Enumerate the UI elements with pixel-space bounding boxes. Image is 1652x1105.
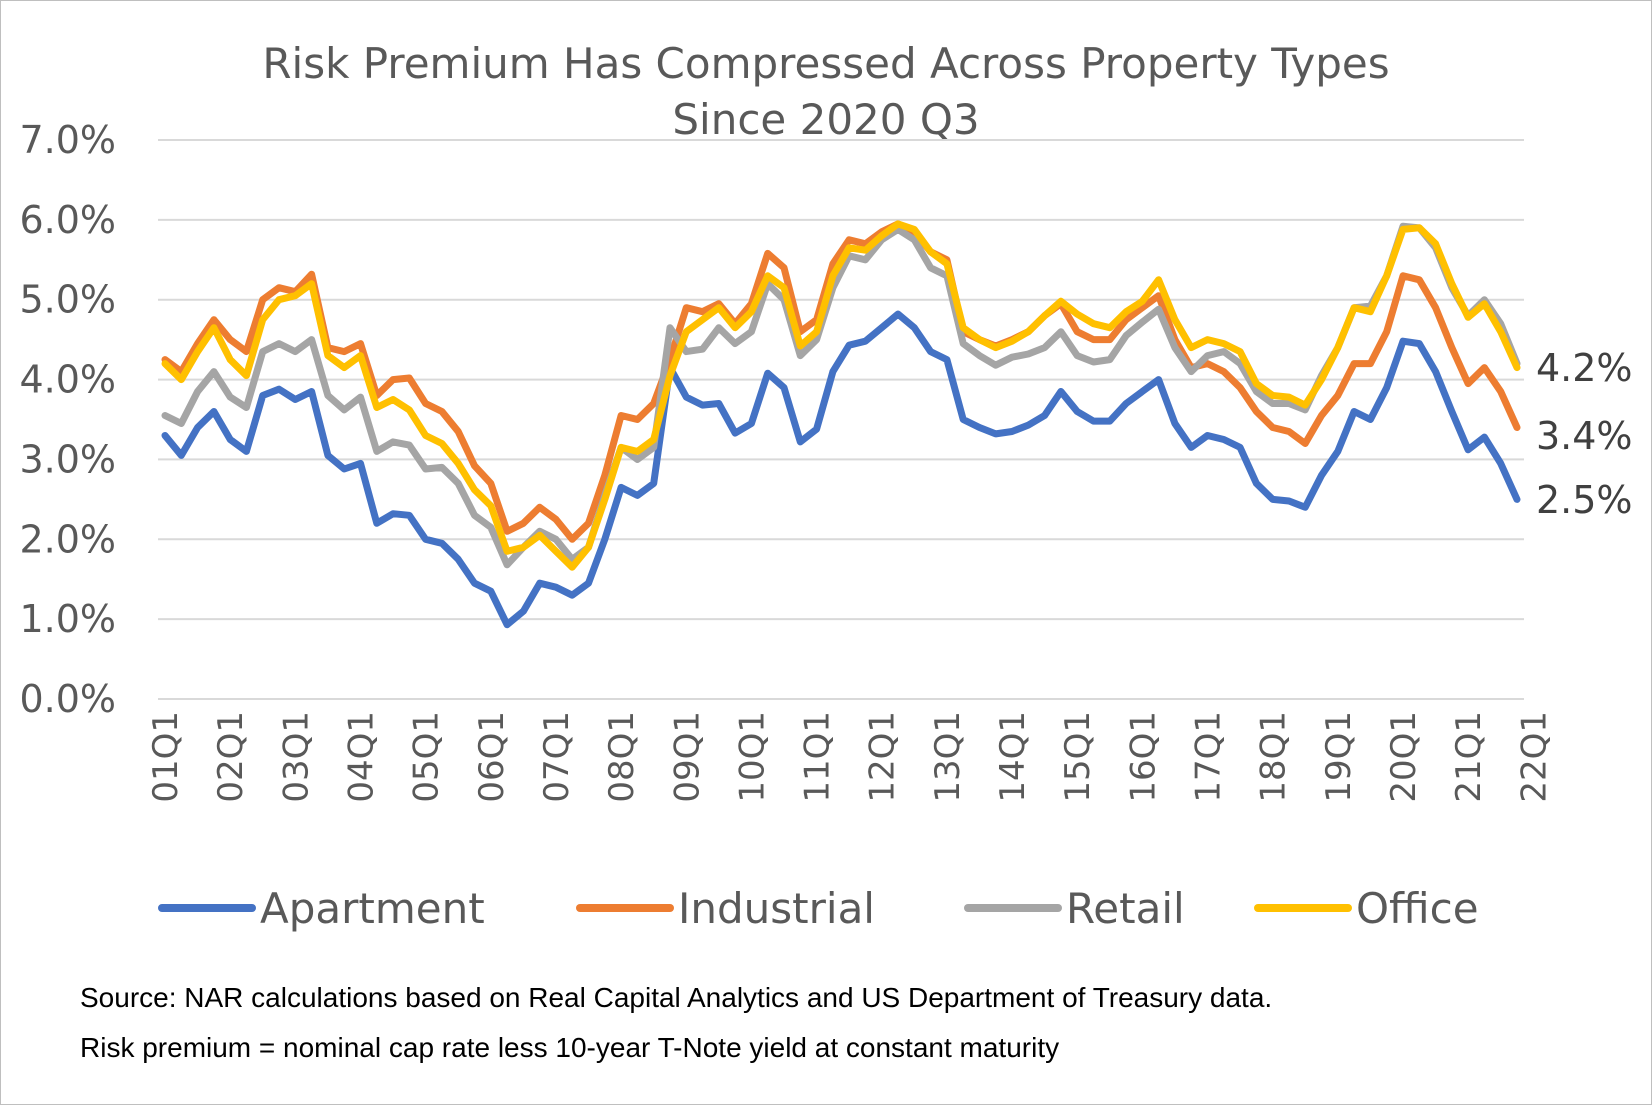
x-tick-label: 02Q1 [211,711,251,803]
x-tick-label: 10Q1 [732,711,772,803]
x-tick-label: 01Q1 [146,711,186,803]
source-note: Source: NAR calculations based on Real C… [80,982,1273,1013]
gridlines [158,139,1524,700]
series-line-apartment [161,310,1521,629]
x-tick-label: 18Q1 [1254,711,1294,803]
chart-title: Risk Premium Has Compressed Across Prope… [262,39,1389,144]
x-tick-label: 22Q1 [1514,711,1554,803]
y-tick-label: 3.0% [19,437,116,481]
legend-label: Office [1356,884,1479,933]
x-tick-label: 15Q1 [1058,711,1098,803]
x-tick-label: 12Q1 [863,711,903,803]
x-tick-label: 19Q1 [1319,711,1359,803]
x-tick-label: 09Q1 [667,711,707,803]
x-tick-label: 20Q1 [1384,711,1424,803]
x-axis-ticks: 01Q1 02Q1 03Q1 04Q1 05Q1 06Q1 07Q1 08Q1 09Q1 10Q1… [146,711,1554,803]
x-tick-label: 11Q1 [798,711,838,803]
y-tick-label: 7.0% [19,118,116,162]
x-tick-label: 05Q1 [407,711,447,803]
x-tick-label: 16Q1 [1123,711,1163,803]
end-value-label: 4.2% [1536,346,1633,390]
chart-title-line-2: Since 2020 Q3 [672,95,979,144]
y-tick-label: 4.0% [19,358,116,402]
x-tick-label: 21Q1 [1449,711,1489,803]
series-line-retail [161,222,1521,569]
series-lines [161,220,1521,629]
x-tick-label: 06Q1 [472,711,512,803]
legend: Apartment Industrial Retail Office [158,884,1479,933]
x-tick-label: 14Q1 [993,711,1033,803]
legend-label: Apartment [260,884,485,933]
chart-title-line-1: Risk Premium Has Compressed Across Prope… [262,39,1389,88]
series-line-industrial [161,220,1521,543]
y-tick-label: 0.0% [19,677,116,721]
end-value-label: 3.4% [1536,414,1633,458]
legend-label: Industrial [678,884,875,933]
y-tick-label: 2.0% [19,517,116,561]
definition-note: Risk premium = nominal cap rate less 10-… [80,1032,1060,1063]
x-tick-label: 04Q1 [341,711,381,803]
y-tick-label: 1.0% [19,597,116,641]
legend-label: Retail [1066,884,1185,933]
y-axis-ticks: 0.0% 1.0% 2.0% 3.0% 4.0% 5.0% 6.0% 7.0% [19,118,116,721]
x-tick-label: 08Q1 [602,711,642,803]
x-tick-label: 13Q1 [928,711,968,803]
x-tick-label: 03Q1 [276,711,316,803]
y-tick-label: 5.0% [19,278,116,322]
x-tick-label: 07Q1 [537,711,577,803]
end-labels: 4.2% 3.4% 2.5% [1536,346,1633,522]
end-value-label: 2.5% [1536,478,1633,522]
series-line-office [161,220,1521,571]
y-tick-label: 6.0% [19,198,116,242]
x-tick-label: 17Q1 [1189,711,1229,803]
